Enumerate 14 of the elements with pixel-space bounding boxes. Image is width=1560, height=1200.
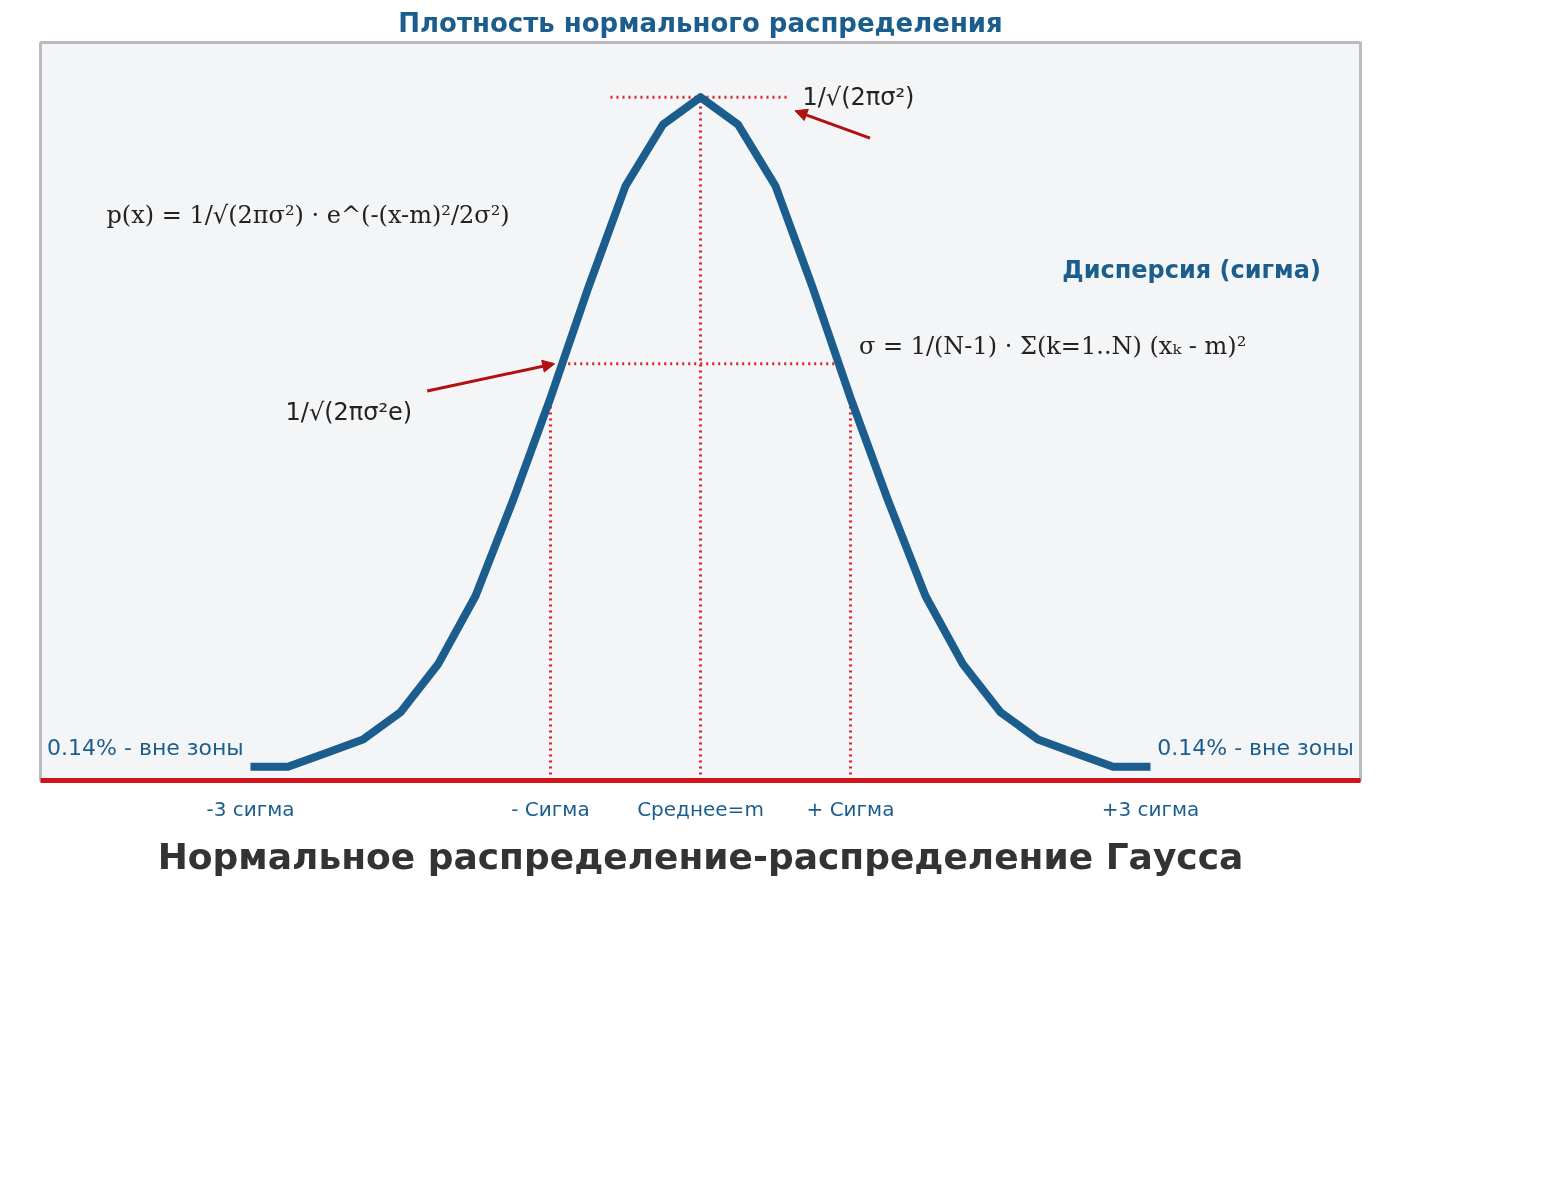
chart-title: Плотность нормального распределения — [398, 7, 1003, 38]
text: Нормальное распределение-распределение Гаусса — [157, 835, 1244, 877]
annotation: Дисперсия (сигма) — [1062, 255, 1321, 284]
ref-line-label: 1/√(2πσ²) — [802, 83, 915, 112]
annotation: 0.14% - вне зоны — [1157, 734, 1354, 760]
x-tick-label: +3 сигма — [1101, 796, 1200, 821]
annotation: 0.14% - вне зоны — [47, 734, 244, 760]
x-tick-label: - Сигма — [511, 796, 590, 821]
x-tick-label: Среднее=m — [637, 796, 764, 821]
annotation: p(x) = 1/√(2πσ²) · e^(-(x-m)²/2σ²) — [106, 200, 510, 229]
x-tick-label: -3 сигма — [206, 796, 295, 821]
x-tick-label: + Сигма — [806, 796, 895, 821]
annotation: σ = 1/(N-1) · Σ(k=1..N) (xₖ - m)² — [858, 331, 1247, 360]
ref-line-label: 1/√(2πσ²e) — [285, 397, 413, 426]
